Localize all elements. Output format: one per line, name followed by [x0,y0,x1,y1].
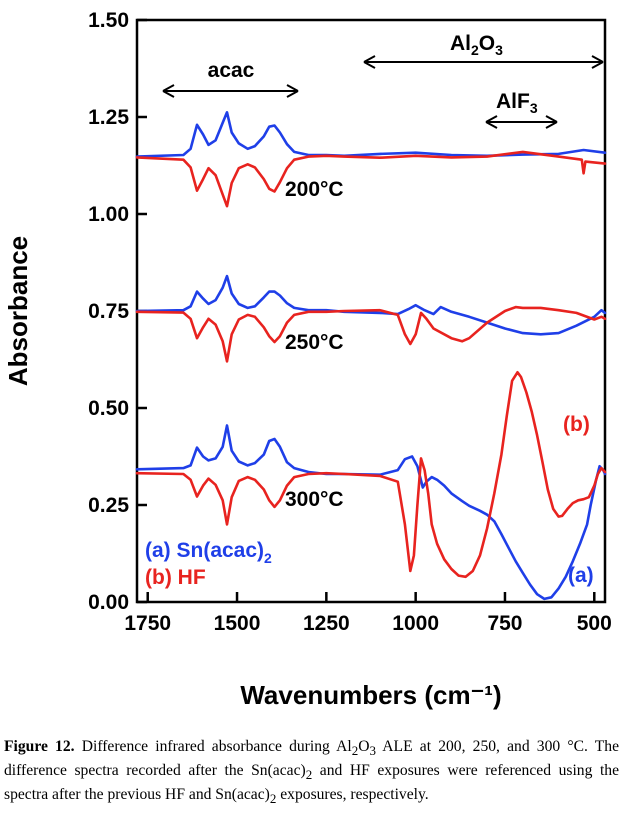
alf3-arrowhead-right [545,115,558,129]
y-tick-label: 1.00 [88,203,129,226]
temp-label-300: 300°C [285,488,344,511]
y-tick-label: 0.75 [88,300,129,323]
spectra-series [135,111,607,601]
y-tick-label: 0.00 [88,591,129,614]
temp-label-250: 250°C [285,331,344,354]
al2o3-arrowhead-left [363,55,376,69]
y-tick-label: 1.25 [88,106,129,129]
axis-ticks: 0.00 0.25 0.50 0.75 1.00 1.25 1.50 1750 1500 1250… [88,9,612,635]
acac-region-annotation: acac [162,59,299,98]
series-line-4 [135,424,607,601]
series-line-5 [135,370,607,579]
absorbance-chart: 0.00 0.25 0.50 0.75 1.00 1.25 1.50 1750 1500 1250… [3,9,612,710]
acac-label: acac [208,59,255,82]
legend: (a) Sn(acac)2 (b) HF [145,539,272,589]
alf3-arrowhead-left [485,115,498,129]
y-tick-label: 0.25 [88,494,129,517]
acac-arrowhead-left [162,84,175,98]
x-tick-label: 1000 [392,612,439,635]
figure-caption: Figure 12. Difference infrared absorbanc… [4,738,620,807]
series-line-2 [135,274,607,336]
x-axis-title: Wavenumbers (cm⁻¹) [240,680,501,710]
series-line-0 [135,111,607,158]
y-tick-label: 1.50 [88,9,129,32]
y-tick-label: 0.50 [88,397,129,420]
x-tick-label: 1250 [303,612,350,635]
curve-label-b: (b) [563,413,590,436]
al2o3-region-annotation: Al2O3 [363,32,604,69]
legend-entry-hf: (b) HF [145,566,206,589]
legend-entry-sn-acac: (a) Sn(acac)2 [145,539,272,566]
temp-label-200: 200°C [285,178,344,201]
acac-arrowhead-right [286,84,299,98]
al2o3-label: Al2O3 [450,32,503,58]
x-tick-label: 1500 [214,612,261,635]
y-axis-title: Absorbance [3,236,33,386]
series-line-3 [135,305,607,363]
x-tick-label: 750 [487,612,522,635]
al2o3-arrowhead-right [591,55,604,69]
curve-label-a: (a) [568,564,594,587]
x-tick-label: 1750 [124,612,171,635]
alf3-label: AlF3 [496,90,538,116]
series-line-1 [135,150,607,208]
alf3-region-annotation: AlF3 [485,90,558,129]
caption-label: Figure 12. [4,738,75,755]
x-tick-label: 500 [577,612,612,635]
